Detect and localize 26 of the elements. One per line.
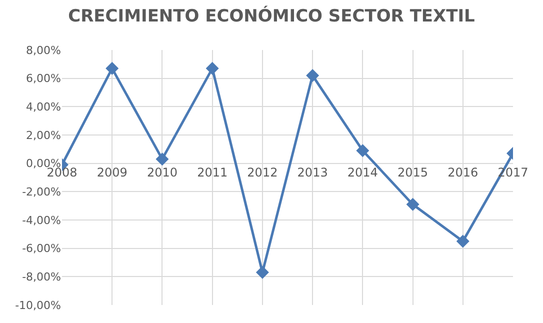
y-tick-label: -6,00% [22,242,61,256]
x-tick-label: 2011 [197,165,228,180]
x-tick-label: 2013 [297,165,328,180]
x-tick-label: 2016 [448,165,478,180]
x-tick-label: 2009 [96,165,128,180]
y-tick-label: 2,00% [26,128,61,142]
point [406,198,420,211]
point [156,152,169,166]
y-tick-label: 8,00% [26,44,61,57]
x-tick-label: 2015 [398,165,428,180]
point [456,234,470,248]
y-tick-label: -10,00% [15,298,61,312]
x-tick-label: 2010 [146,165,178,180]
point [206,62,219,75]
y-tick-label: -2,00% [22,186,61,199]
y-tick-label: -4,00% [22,214,61,227]
chart-title: CRECIMIENTO ECONÓMICO SECTOR TEXTIL [68,6,476,27]
point [306,69,320,82]
y-tick-label: -8,00% [22,270,61,284]
point [106,62,119,75]
y-tick-label: 4,00% [26,100,61,114]
point [356,144,370,158]
y-tick-label: 6,00% [26,72,61,86]
point [256,266,269,279]
x-tick-label: 2014 [347,165,378,180]
x-tick-label: 2012 [247,165,278,180]
